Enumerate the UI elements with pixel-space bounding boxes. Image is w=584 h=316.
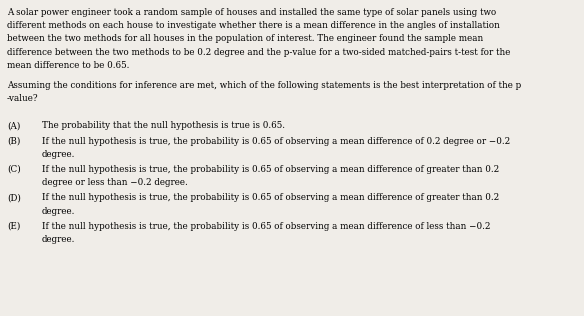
Text: degree or less than −0.2 degree.: degree or less than −0.2 degree. xyxy=(42,178,188,187)
Text: different methods on each house to investigate whether there is a mean differenc: different methods on each house to inves… xyxy=(7,21,500,30)
Text: (A): (A) xyxy=(7,121,20,130)
Text: degree.: degree. xyxy=(42,207,75,216)
Text: The probability that the null hypothesis is true is 0.65.: The probability that the null hypothesis… xyxy=(42,121,285,130)
Text: (E): (E) xyxy=(7,222,20,231)
Text: If the null hypothesis is true, the probability is 0.65 of observing a mean diff: If the null hypothesis is true, the prob… xyxy=(42,222,491,231)
Text: If the null hypothesis is true, the probability is 0.65 of observing a mean diff: If the null hypothesis is true, the prob… xyxy=(42,193,499,202)
Text: difference between the two methods to be 0.2 degree and the p-value for a two-si: difference between the two methods to be… xyxy=(7,48,510,57)
Text: -value?: -value? xyxy=(7,94,39,103)
Text: A solar power engineer took a random sample of houses and installed the same typ: A solar power engineer took a random sam… xyxy=(7,8,496,17)
Text: degree.: degree. xyxy=(42,235,75,244)
Text: (D): (D) xyxy=(7,193,21,202)
Text: If the null hypothesis is true, the probability is 0.65 of observing a mean diff: If the null hypothesis is true, the prob… xyxy=(42,165,499,174)
Text: If the null hypothesis is true, the probability is 0.65 of observing a mean diff: If the null hypothesis is true, the prob… xyxy=(42,137,510,145)
Text: (C): (C) xyxy=(7,165,21,174)
Text: mean difference to be 0.65.: mean difference to be 0.65. xyxy=(7,61,130,70)
Text: between the two methods for all houses in the population of interest. The engine: between the two methods for all houses i… xyxy=(7,34,483,43)
Text: (B): (B) xyxy=(7,137,20,145)
Text: degree.: degree. xyxy=(42,150,75,159)
Text: Assuming the conditions for inference are met, which of the following statements: Assuming the conditions for inference ar… xyxy=(7,81,522,89)
